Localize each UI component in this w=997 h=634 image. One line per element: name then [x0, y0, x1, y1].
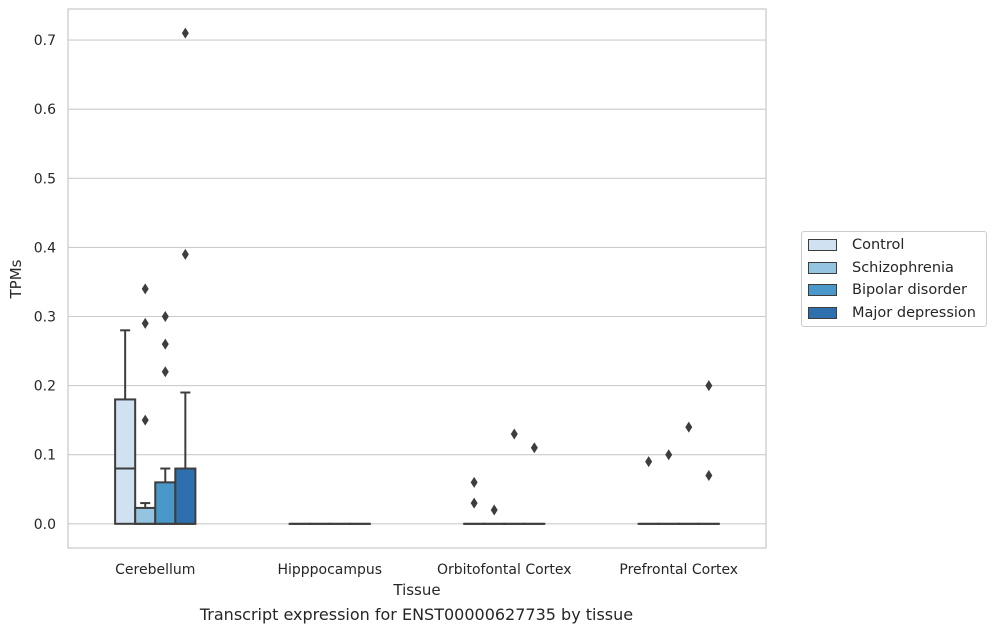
chart-caption: Transcript expression for ENST0000062773… — [199, 605, 634, 624]
box-body — [134, 506, 157, 525]
legend-label-schizophrenia: Schizophrenia — [852, 260, 954, 276]
legend-item-schizophrenia: Schizophrenia — [808, 258, 954, 278]
y-tick-label: 0.6 — [34, 102, 56, 118]
outlier-point — [530, 442, 538, 454]
legend-swatch-major-depression — [808, 307, 837, 319]
outlier-point — [470, 497, 478, 509]
box-control-cerebellum — [114, 329, 137, 525]
outlier-point — [470, 476, 478, 488]
boxes — [114, 329, 720, 525]
outlier-point — [490, 504, 498, 516]
legend-label-bipolar-disorder: Bipolar disorder — [852, 282, 967, 298]
box-body — [174, 467, 197, 525]
outlier-point — [665, 449, 673, 461]
y-tick-labels: 0.0 0.1 0.2 0.3 0.4 0.5 0.6 0.7 — [34, 33, 56, 533]
x-tick-labels: Cerebellum Hipppocampus Orbitofontal Corte… — [115, 562, 738, 578]
legend-swatch-schizophrenia — [808, 262, 837, 274]
legend-label-control: Control — [852, 237, 905, 253]
box-body — [154, 481, 177, 525]
y-tick-label: 0.1 — [34, 448, 56, 464]
x-tick-label: Prefrontal Cortex — [619, 562, 738, 578]
legend-item-control: Control — [808, 235, 904, 255]
y-tick-label: 0.0 — [34, 517, 56, 533]
y-tick-label: 0.5 — [34, 171, 56, 187]
outliers — [141, 27, 713, 516]
outlier-point — [141, 283, 149, 295]
legend: Control Schizophrenia Bipolar disorder M… — [801, 231, 987, 327]
legend-item-bipolar-disorder: Bipolar disorder — [808, 280, 967, 300]
outlier-point — [645, 456, 653, 468]
y-tick-label: 0.4 — [34, 240, 56, 256]
outlier-point — [161, 366, 169, 378]
legend-swatch-bipolar-disorder — [808, 284, 837, 296]
box-major-depression-cerebellum — [174, 391, 197, 525]
y-tick-label: 0.7 — [34, 33, 56, 49]
y-tick-label: 0.3 — [34, 310, 56, 326]
box-bipolar-disorder-cerebellum — [154, 467, 177, 525]
outlier-point — [141, 414, 149, 426]
outlier-point — [161, 338, 169, 350]
box-body — [114, 398, 137, 525]
legend-swatch-control — [808, 239, 837, 251]
outlier-point — [705, 469, 713, 481]
x-tick-label: Cerebellum — [115, 562, 195, 578]
outlier-point — [181, 27, 189, 39]
box-schizophrenia-cerebellum — [134, 502, 157, 525]
outlier-point — [705, 380, 713, 392]
x-tick-label: Hipppocampus — [277, 562, 382, 578]
y-tick-label: 0.2 — [34, 379, 56, 395]
outlier-point — [510, 428, 518, 440]
outlier-point — [685, 421, 693, 433]
y-axis-label: TPMs — [7, 259, 25, 299]
plot-frame — [67, 8, 767, 549]
x-axis-label: Tissue — [392, 581, 440, 599]
legend-item-major-depression: Major depression — [808, 303, 976, 323]
x-tick-label: Orbitofontal Cortex — [437, 562, 572, 578]
legend-label-major-depression: Major depression — [852, 305, 976, 321]
outlier-point — [161, 311, 169, 323]
outlier-point — [141, 317, 149, 329]
outlier-point — [181, 248, 189, 260]
grid-lines — [68, 39, 766, 525]
